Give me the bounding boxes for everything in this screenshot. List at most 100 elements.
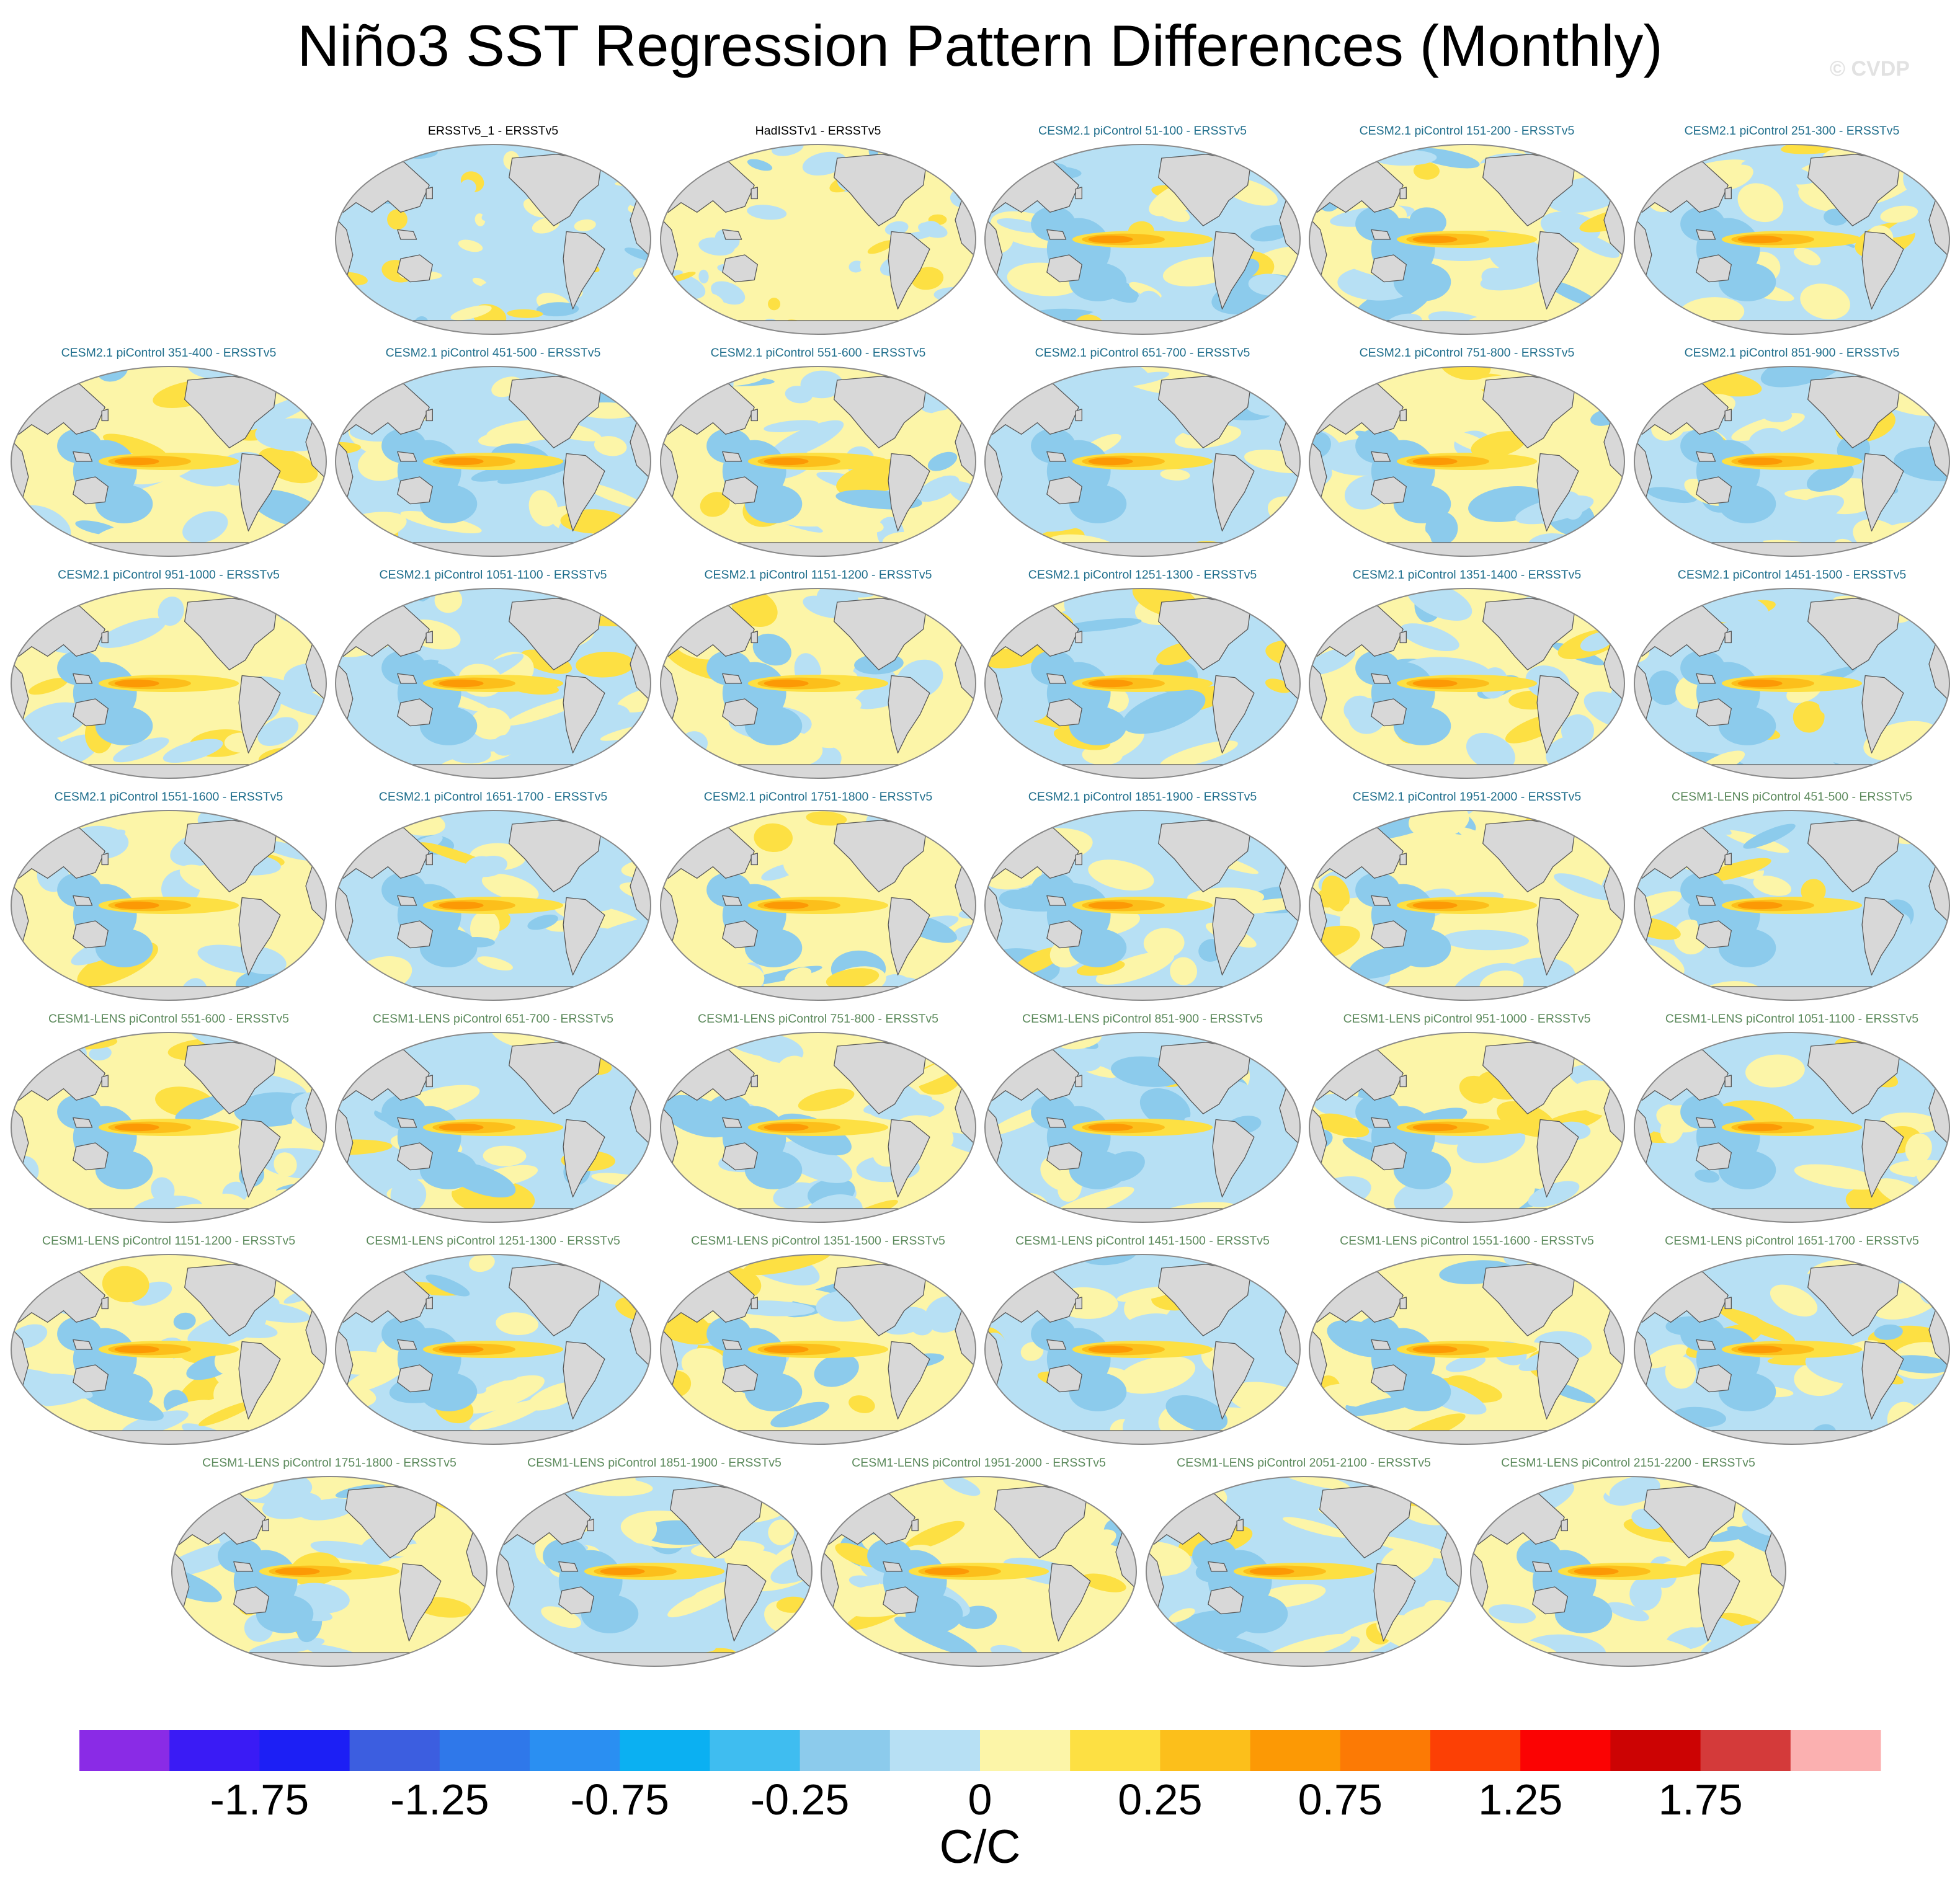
world-map [171,1476,488,1667]
positive-anomaly-region [96,518,185,542]
australia-landmass [397,1142,433,1171]
positive-anomaly-region [11,810,45,846]
negative-anomaly-region [1680,206,1726,242]
panel-title: CESM2.1 piControl 251-300 - ERSSTv5 [1684,124,1900,138]
map-panel: CESM1-LENS piControl 1051-1100 - ERSSTv5 [1633,1012,1951,1224]
positive-anomaly-region [1471,431,1526,458]
indonesia-landmass [1371,895,1391,906]
map-panel: HadISSTv1 - ERSSTv5 [659,124,978,336]
greenland-landmass [1415,1480,1438,1496]
japan-landmass [1724,187,1732,200]
world-map [1634,1032,1950,1223]
map-panel: CESM2.1 piControl 1451-1500 - ERSSTv5 [1633,568,1951,780]
south-america-landmass [563,1119,605,1197]
japan-landmass [1075,1075,1082,1088]
negative-anomaly-region [1215,765,1289,778]
negative-anomaly-region [706,1094,752,1130]
australia-landmass [1046,254,1082,283]
negative-anomaly-region [1743,824,1796,849]
positive-anomaly-region [952,1587,996,1612]
negative-anomaly-region [464,856,494,877]
indonesia-landmass [1371,1339,1391,1350]
equatorial-warm-tongue [1737,679,1783,688]
negative-anomaly-region [917,475,960,502]
negative-anomaly-region [95,1372,153,1411]
negative-anomaly-region [497,459,577,484]
colorbar-swatch [1790,1730,1881,1771]
negative-anomaly-region [419,706,478,745]
negative-anomaly-region [1718,1150,1776,1189]
greenland-landmass [1254,592,1277,608]
negative-anomaly-region [744,484,803,523]
positive-anomaly-region [783,851,855,892]
world-map [335,144,651,335]
positive-anomaly-region [594,436,627,456]
map-outline [335,1032,651,1223]
negative-anomaly-region [1075,1055,1102,1072]
australia-landmass [1046,476,1082,505]
negative-anomaly-region [57,872,102,908]
positive-anomaly-region [708,203,728,217]
negative-anomaly-region [1794,937,1827,972]
positive-anomaly-region [1309,366,1347,383]
indonesia-landmass [1046,1117,1067,1128]
map-outline [1634,1032,1950,1223]
positive-anomaly-region [1321,875,1350,912]
negative-anomaly-region [1653,1210,1711,1222]
indonesia-landmass [722,229,742,240]
negative-anomaly-region [1606,1602,1649,1622]
positive-anomaly-region [481,873,539,902]
positive-anomaly-region [1753,876,1791,896]
positive-anomaly-region [256,868,318,894]
equatorial-warm-tongue [764,1123,809,1132]
negative-anomaly-region [1069,262,1127,301]
south-america-landmass [1536,1341,1579,1419]
greenland-landmass [1739,1480,1763,1496]
japan-landmass [101,631,109,644]
positive-anomaly-region [661,1300,714,1345]
positive-anomaly-region [667,1193,702,1222]
equatorial-warm-tongue [1088,1345,1133,1354]
negative-anomaly-region [1393,928,1451,967]
positive-anomaly-region [767,298,781,311]
south-america-landmass [238,675,281,753]
positive-anomaly-region [800,236,817,247]
negative-anomaly-region [814,1354,859,1387]
negative-anomaly-region [1773,495,1845,532]
negative-anomaly-region [1888,1355,1949,1374]
negative-anomaly-region [867,1538,912,1574]
map-panel: CESM2.1 piControl 1651-1700 - ERSSTv5 [334,790,653,1002]
negative-anomaly-region [1400,623,1459,652]
equatorial-warm-tongue [1737,1345,1783,1354]
negative-anomaly-region [706,650,752,686]
south-america-landmass [888,1119,930,1197]
map-panel: CESM1-LENS piControl 1151-1200 - ERSSTv5 [9,1234,328,1446]
negative-anomaly-region [1255,589,1300,619]
greenland-landmass [929,592,953,608]
negative-anomaly-region [1226,1081,1252,1104]
map-panel: CESM1-LENS piControl 651-700 - ERSSTv5 [334,1012,653,1224]
japan-landmass [1399,187,1407,200]
australia-landmass [73,698,109,727]
australia-landmass [1371,476,1407,505]
negative-anomaly-region [1069,928,1127,967]
negative-anomaly-region [1895,1201,1949,1222]
greenland-landmass [1578,1036,1601,1052]
negative-anomaly-region [1718,484,1776,523]
negative-anomaly-region [502,1476,529,1492]
positive-anomaly-region [102,1266,149,1303]
positive-anomaly-region [1321,369,1345,391]
japan-landmass [1399,1075,1407,1088]
panel-title: CESM1-LENS piControl 551-600 - ERSSTv5 [48,1012,289,1026]
negative-anomaly-region [1806,463,1854,492]
negative-anomaly-region [11,984,59,1000]
equatorial-warm-tongue [439,901,484,910]
negative-anomaly-region [478,282,506,303]
negative-anomaly-region [1471,1628,1495,1663]
negative-anomaly-region [492,734,519,756]
map-panel: CESM2.1 piControl 51-100 - ERSSTv5 [983,124,1302,336]
map-outline [1634,366,1950,557]
south-america-landmass [1212,231,1255,309]
colorbar-units-label: C/C [939,1821,1021,1873]
south-america-landmass [1212,897,1255,975]
